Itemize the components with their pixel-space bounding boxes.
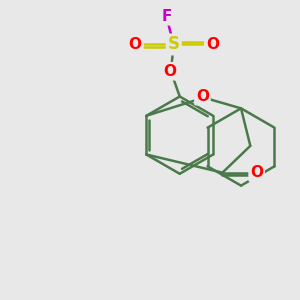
Text: S: S: [168, 35, 180, 53]
Text: O: O: [206, 37, 219, 52]
Text: O: O: [129, 37, 142, 52]
Text: F: F: [161, 9, 172, 24]
Text: O: O: [196, 88, 209, 104]
Text: O: O: [250, 165, 263, 180]
Text: O: O: [163, 64, 176, 79]
